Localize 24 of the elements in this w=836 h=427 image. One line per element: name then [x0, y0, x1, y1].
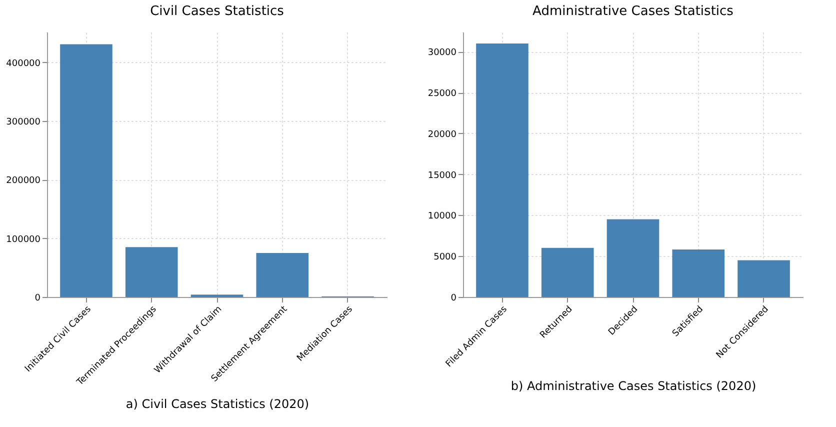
bar [60, 44, 112, 297]
chart-title: Civil Cases Statistics [150, 4, 284, 19]
bar [606, 219, 660, 297]
y-tick-label: 0 [34, 294, 41, 304]
bar [672, 250, 725, 297]
bar [738, 260, 790, 297]
x-axis-title: a) Civil Cases Statistics (2020) [126, 397, 310, 412]
y-tick-label: 0 [450, 294, 457, 304]
y-tick-label: 5000 [434, 252, 457, 263]
y-tick-label: 30000 [428, 48, 457, 58]
x-axis-title: b) Administrative Cases Statistics (2020) [510, 378, 756, 393]
y-tick-label: 15000 [428, 170, 457, 181]
bar [125, 247, 178, 297]
y-tick-label: 10000 [428, 212, 457, 222]
bar [541, 248, 594, 297]
y-tick-label: 200000 [6, 176, 41, 186]
y-tick-label: 25000 [428, 89, 457, 100]
y-tick-label: 20000 [428, 130, 457, 140]
y-tick-label: 300000 [6, 118, 41, 128]
bar [256, 253, 309, 297]
y-tick-label: 400000 [6, 58, 41, 69]
chart-title: Administrative Cases Statistics [532, 4, 734, 19]
y-tick-label: 100000 [6, 234, 41, 245]
bar [476, 43, 528, 297]
